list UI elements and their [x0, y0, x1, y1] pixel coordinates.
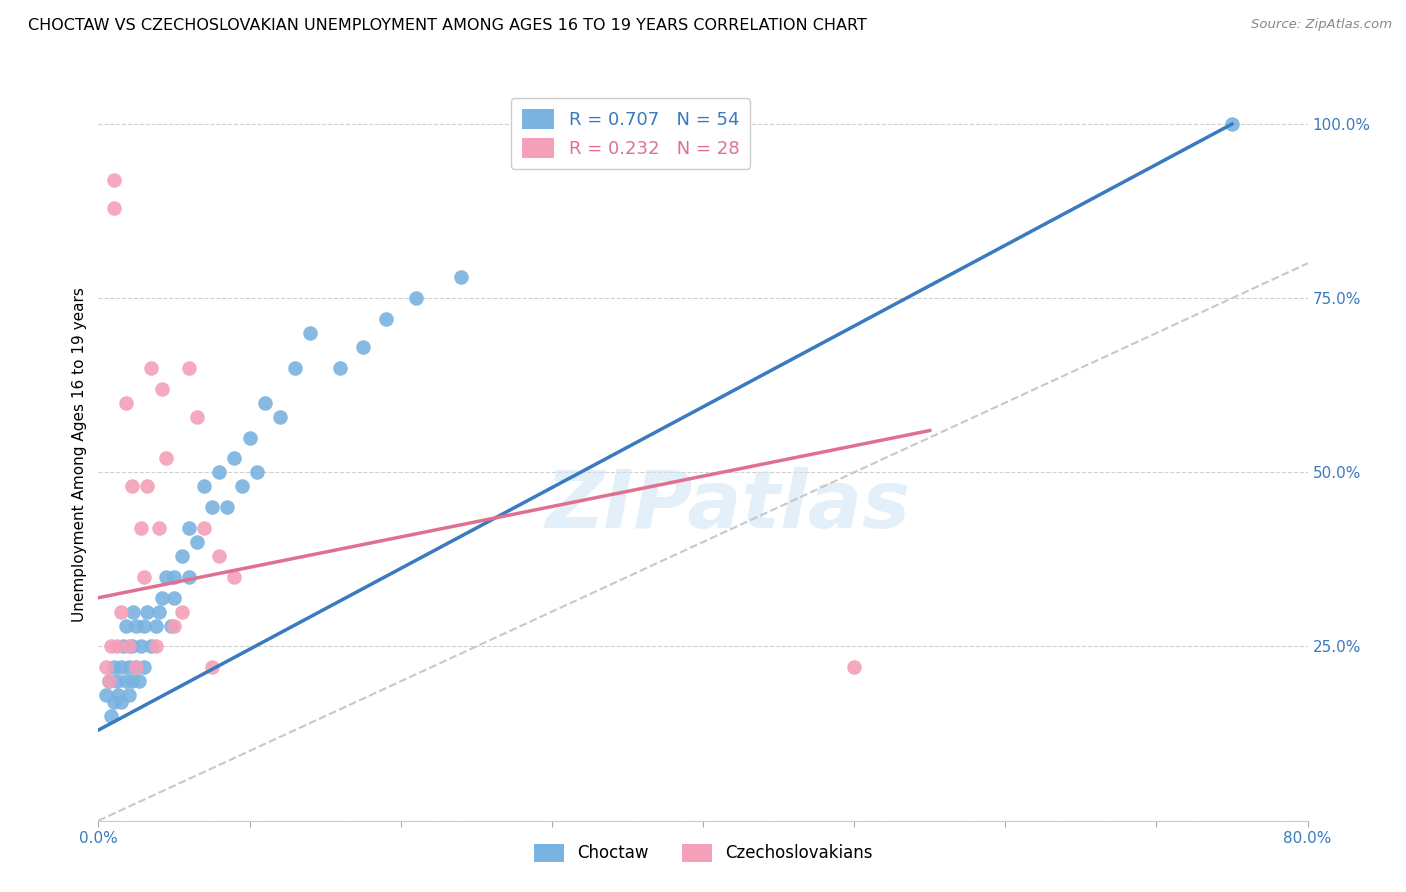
- Point: [141, 360, 163, 375]
- Point: [145, 640, 167, 654]
- Point: [94, 660, 117, 674]
- Point: [128, 674, 150, 689]
- Point: [118, 660, 141, 674]
- Point: [224, 570, 246, 584]
- Point: [150, 382, 173, 396]
- Point: [163, 618, 186, 632]
- Point: [114, 618, 136, 632]
- Point: [155, 570, 177, 584]
- Point: [135, 605, 157, 619]
- Point: [110, 695, 132, 709]
- Point: [208, 466, 231, 480]
- Point: [186, 409, 208, 424]
- Point: [135, 479, 157, 493]
- Text: ZIPatlas: ZIPatlas: [544, 467, 910, 545]
- Point: [100, 640, 122, 654]
- Point: [129, 640, 152, 654]
- Point: [118, 640, 141, 654]
- Point: [114, 395, 136, 409]
- Point: [150, 591, 173, 605]
- Point: [170, 549, 193, 563]
- Point: [201, 660, 224, 674]
- Point: [114, 674, 136, 689]
- Point: [129, 521, 152, 535]
- Point: [122, 605, 145, 619]
- Point: [145, 618, 167, 632]
- Point: [118, 688, 141, 702]
- Point: [121, 674, 143, 689]
- Point: [352, 340, 374, 354]
- Point: [193, 521, 215, 535]
- Point: [186, 535, 208, 549]
- Point: [224, 451, 246, 466]
- Point: [121, 479, 143, 493]
- Point: [179, 570, 201, 584]
- Point: [284, 360, 307, 375]
- Point: [141, 640, 163, 654]
- Point: [100, 709, 122, 723]
- Y-axis label: Unemployment Among Ages 16 to 19 years: Unemployment Among Ages 16 to 19 years: [72, 287, 87, 623]
- Point: [208, 549, 231, 563]
- Point: [155, 451, 177, 466]
- Point: [179, 360, 201, 375]
- Point: [160, 618, 183, 632]
- Point: [239, 430, 262, 444]
- Point: [110, 660, 132, 674]
- Point: [193, 479, 215, 493]
- Point: [103, 173, 125, 187]
- Point: [299, 326, 322, 340]
- Point: [98, 674, 121, 689]
- Point: [125, 660, 148, 674]
- Point: [1220, 117, 1243, 131]
- Point: [215, 500, 238, 515]
- Legend: Choctaw, Czechoslovakians: Choctaw, Czechoslovakians: [526, 836, 880, 871]
- Point: [163, 591, 186, 605]
- Point: [94, 688, 117, 702]
- Point: [269, 409, 291, 424]
- Point: [405, 291, 427, 305]
- Point: [148, 605, 170, 619]
- Point: [329, 360, 352, 375]
- Point: [105, 640, 128, 654]
- Point: [103, 695, 125, 709]
- Text: Source: ZipAtlas.com: Source: ZipAtlas.com: [1251, 18, 1392, 31]
- Point: [179, 521, 201, 535]
- Point: [105, 674, 128, 689]
- Point: [98, 674, 121, 689]
- Point: [132, 570, 155, 584]
- Point: [132, 660, 155, 674]
- Point: [148, 521, 170, 535]
- Point: [844, 660, 866, 674]
- Point: [374, 312, 396, 326]
- Text: CHOCTAW VS CZECHOSLOVAKIAN UNEMPLOYMENT AMONG AGES 16 TO 19 YEARS CORRELATION CH: CHOCTAW VS CZECHOSLOVAKIAN UNEMPLOYMENT …: [28, 18, 868, 33]
- Point: [246, 466, 269, 480]
- Point: [253, 395, 276, 409]
- Point: [125, 618, 148, 632]
- Point: [170, 605, 193, 619]
- Point: [231, 479, 253, 493]
- Point: [201, 500, 224, 515]
- Point: [107, 688, 129, 702]
- Point: [163, 570, 186, 584]
- Point: [103, 201, 125, 215]
- Point: [121, 640, 143, 654]
- Point: [132, 618, 155, 632]
- Point: [125, 660, 148, 674]
- Point: [450, 270, 472, 285]
- Point: [103, 660, 125, 674]
- Point: [110, 605, 132, 619]
- Point: [111, 640, 134, 654]
